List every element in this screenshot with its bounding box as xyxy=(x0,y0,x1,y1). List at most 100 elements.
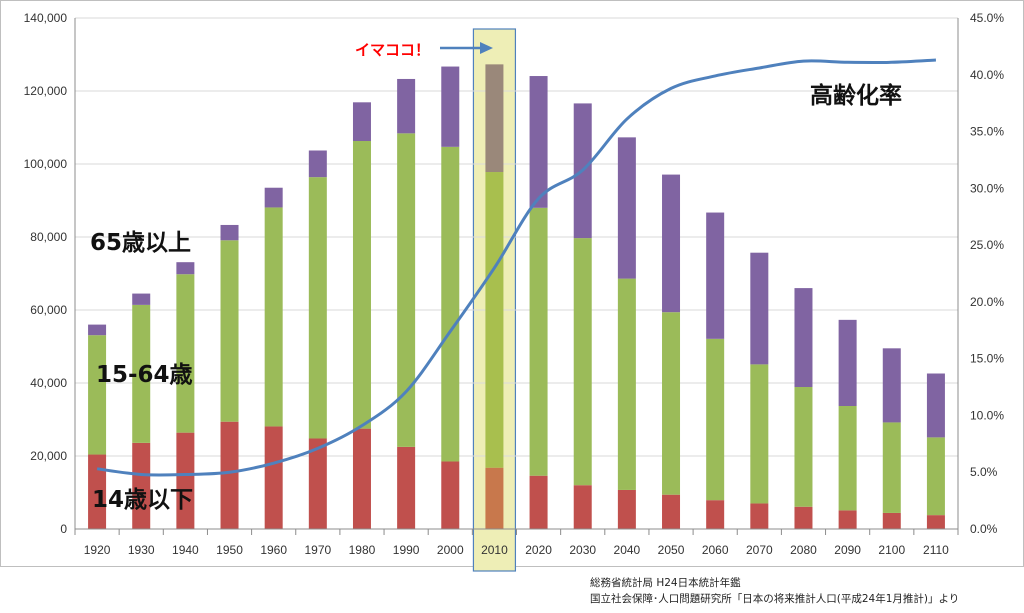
bar-segment xyxy=(264,187,283,208)
now-arrow-head xyxy=(480,42,493,54)
y-right-tick-label: 40.0% xyxy=(970,68,1004,82)
y-left-tick-label: 80,000 xyxy=(30,230,67,244)
bar-segment xyxy=(573,238,592,486)
bar-segment xyxy=(794,506,813,529)
x-tick-label: 2100 xyxy=(878,543,905,557)
x-tick-label: 2070 xyxy=(746,543,773,557)
y-right-tick-label: 0.0% xyxy=(970,522,998,536)
bar-segment xyxy=(529,475,548,529)
bar-segment xyxy=(573,485,592,529)
bar-segment xyxy=(352,428,371,529)
bar-segment xyxy=(308,150,327,178)
bar-segment xyxy=(882,422,901,513)
y-left-tick-label: 40,000 xyxy=(30,376,67,390)
x-tick-label: 1990 xyxy=(393,543,420,557)
y-right-tick-label: 15.0% xyxy=(970,352,1004,366)
y-left-tick-label: 60,000 xyxy=(30,303,67,317)
bar-segment xyxy=(662,312,681,495)
y-left-tick-label: 100,000 xyxy=(24,157,68,171)
y-right-tick-label: 25.0% xyxy=(970,238,1004,252)
x-tick-label: 2010 xyxy=(481,543,508,557)
label-15-64: 15-64歳 xyxy=(96,362,193,388)
bar-segment xyxy=(706,338,725,501)
source-line-1: 総務省統計局 H24日本統計年鑑 xyxy=(590,577,741,589)
y-right-tick-label: 10.0% xyxy=(970,408,1004,422)
bar-segment xyxy=(838,319,857,406)
y-left-tick-label: 140,000 xyxy=(24,11,68,25)
bar-segment xyxy=(441,66,460,147)
x-tick-label: 1980 xyxy=(349,543,376,557)
bar-segment xyxy=(882,512,901,529)
bar-segment xyxy=(706,500,725,529)
bar-segment xyxy=(352,102,371,142)
bar-segment xyxy=(838,405,857,511)
bar-segment xyxy=(882,348,901,423)
bar-segment xyxy=(397,446,416,529)
bar-segment xyxy=(352,141,371,429)
bar-segment xyxy=(617,278,636,490)
bar-segment xyxy=(132,293,151,305)
bar-segment xyxy=(662,174,681,313)
bar-segment xyxy=(220,224,239,241)
bar-segment xyxy=(794,387,813,507)
bar-segment xyxy=(88,454,107,529)
bar-segment xyxy=(706,212,725,339)
x-tick-label: 1930 xyxy=(128,543,155,557)
bar-segment xyxy=(397,78,416,134)
bar-segment xyxy=(176,262,195,275)
x-tick-label: 1970 xyxy=(304,543,331,557)
x-tick-label: 1960 xyxy=(260,543,287,557)
bar-segment xyxy=(485,467,504,529)
bar-segment xyxy=(485,64,504,173)
x-tick-label: 2110 xyxy=(923,543,949,557)
bar-segment xyxy=(176,432,195,529)
bar-segment xyxy=(264,426,283,529)
bar-segment xyxy=(485,172,504,468)
x-tick-label: 2080 xyxy=(790,543,817,557)
bar-segment xyxy=(397,133,416,447)
aging-rate-line xyxy=(96,58,937,477)
label-under-14: 14歳以下 xyxy=(92,487,193,513)
bar-segment xyxy=(132,442,151,529)
label-65-plus: 65歳以上 xyxy=(90,230,191,256)
y-right-tick-label: 5.0% xyxy=(970,465,998,479)
y-right-tick-label: 30.0% xyxy=(970,181,1004,195)
bar-segment xyxy=(88,335,107,455)
x-tick-label: 2050 xyxy=(658,543,685,557)
bar-segment xyxy=(750,252,769,365)
y-right-tick-label: 45.0% xyxy=(970,11,1004,25)
bar-segment xyxy=(662,494,681,529)
bar-segment xyxy=(838,510,857,529)
source-line-2: 国立社会保障･人口問題研究所「日本の将来推計人口(平成24年1月推計)」より xyxy=(590,593,960,605)
y-left-tick-label: 20,000 xyxy=(30,449,67,463)
x-tick-label: 1920 xyxy=(84,543,111,557)
x-tick-label: 2040 xyxy=(614,543,641,557)
x-tick-label: 1940 xyxy=(172,543,199,557)
bar-segment xyxy=(308,438,327,529)
label-aging-rate: 高齢化率 xyxy=(810,82,902,109)
y-left-tick-label: 120,000 xyxy=(24,84,68,98)
x-tick-label: 2090 xyxy=(834,543,861,557)
bar-segment xyxy=(132,304,151,443)
y-right-tick-label: 35.0% xyxy=(970,125,1004,139)
bar-segment xyxy=(750,364,769,504)
bar-segment xyxy=(617,489,636,529)
bar-segment xyxy=(308,177,327,439)
bar-segment xyxy=(926,373,945,438)
bar-segment xyxy=(794,288,813,388)
bar-segment xyxy=(529,76,548,208)
x-tick-label: 2020 xyxy=(525,543,552,557)
x-tick-label: 2000 xyxy=(437,543,464,557)
bar-segment xyxy=(926,515,945,529)
y-left-tick-label: 0 xyxy=(60,522,67,536)
bar-segment xyxy=(529,207,548,476)
bar-segment xyxy=(617,137,636,279)
bar-segment xyxy=(88,324,107,336)
now-label: イマココ！ xyxy=(355,41,430,59)
bar-segment xyxy=(750,503,769,529)
bar-segment xyxy=(441,461,460,529)
bar-segment xyxy=(264,207,283,427)
x-tick-label: 2060 xyxy=(702,543,729,557)
